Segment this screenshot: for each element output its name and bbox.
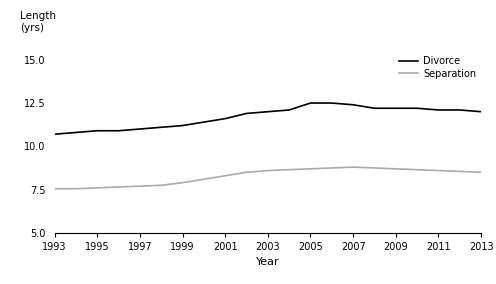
Divorce: [222, 117, 228, 120]
Line: Separation: Separation: [55, 167, 481, 189]
Divorce: [372, 106, 377, 110]
Divorce: [457, 108, 463, 112]
Divorce: [73, 131, 79, 134]
Divorce: [286, 108, 292, 112]
Divorce: [350, 103, 356, 106]
Divorce: [137, 127, 143, 131]
Separation: [244, 171, 249, 174]
Divorce: [52, 133, 58, 136]
Separation: [265, 169, 271, 172]
Separation: [116, 185, 122, 189]
Separation: [201, 178, 207, 181]
Legend: Divorce, Separation: Divorce, Separation: [399, 56, 476, 79]
Text: Length
(yrs): Length (yrs): [20, 11, 57, 33]
Divorce: [265, 110, 271, 113]
Separation: [308, 167, 313, 170]
Divorce: [308, 101, 313, 105]
Separation: [222, 174, 228, 178]
Separation: [52, 187, 58, 191]
Separation: [329, 166, 335, 170]
X-axis label: Year: Year: [256, 258, 280, 268]
Divorce: [393, 106, 399, 110]
Separation: [350, 165, 356, 169]
Separation: [435, 169, 441, 172]
Divorce: [244, 112, 249, 115]
Divorce: [435, 108, 441, 112]
Separation: [73, 187, 79, 191]
Separation: [393, 167, 399, 170]
Divorce: [478, 110, 484, 113]
Separation: [286, 168, 292, 172]
Divorce: [329, 101, 335, 105]
Separation: [158, 183, 164, 187]
Divorce: [414, 106, 420, 110]
Line: Divorce: Divorce: [55, 103, 481, 134]
Separation: [478, 171, 484, 174]
Divorce: [94, 129, 100, 132]
Separation: [137, 184, 143, 188]
Separation: [414, 168, 420, 172]
Divorce: [180, 124, 186, 127]
Divorce: [201, 120, 207, 124]
Separation: [180, 181, 186, 184]
Divorce: [158, 126, 164, 129]
Separation: [457, 170, 463, 173]
Separation: [94, 186, 100, 190]
Separation: [372, 166, 377, 170]
Divorce: [116, 129, 122, 132]
